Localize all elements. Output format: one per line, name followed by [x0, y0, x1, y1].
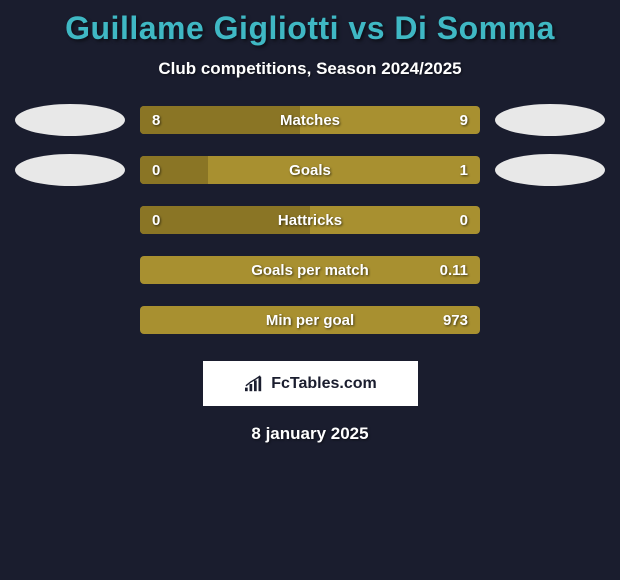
stat-bar-matches: 8 Matches 9 — [140, 106, 480, 134]
stat-bar-hattricks: 0 Hattricks 0 — [140, 206, 480, 234]
stat-row-gpm: Goals per match 0.11 — [0, 254, 620, 286]
stat-bar-gpm: Goals per match 0.11 — [140, 256, 480, 284]
player-right-badge — [495, 104, 605, 136]
stat-right-value: 973 — [443, 312, 468, 329]
player-right-badge — [495, 154, 605, 186]
stat-bar-goals: 0 Goals 1 — [140, 156, 480, 184]
chart-icon — [243, 375, 265, 393]
stat-row-hattricks: 0 Hattricks 0 — [0, 204, 620, 236]
player-left-badge — [15, 104, 125, 136]
stat-label: Hattricks — [278, 212, 342, 229]
stat-label: Goals per match — [251, 262, 369, 279]
stat-label: Matches — [280, 112, 340, 129]
stat-row-goals: 0 Goals 1 — [0, 154, 620, 186]
page-title: Guillame Gigliotti vs Di Somma — [0, 10, 620, 47]
stats-area: 8 Matches 9 0 Goals 1 — [0, 104, 620, 336]
stat-bar-mpg: Min per goal 973 — [140, 306, 480, 334]
bar-text: Min per goal 973 — [140, 306, 480, 334]
player-left-badge — [15, 154, 125, 186]
stat-label: Min per goal — [266, 312, 354, 329]
comparison-container: Guillame Gigliotti vs Di Somma Club comp… — [0, 0, 620, 454]
stat-label: Goals — [289, 162, 331, 179]
bar-text: 8 Matches 9 — [140, 106, 480, 134]
date-text: 8 january 2025 — [0, 424, 620, 444]
brand-box[interactable]: FcTables.com — [203, 361, 418, 406]
stat-left-value: 0 — [152, 162, 160, 179]
stat-left-value: 0 — [152, 212, 160, 229]
page-subtitle: Club competitions, Season 2024/2025 — [0, 59, 620, 79]
stat-right-value: 0 — [460, 212, 468, 229]
stat-row-matches: 8 Matches 9 — [0, 104, 620, 136]
bar-text: 0 Goals 1 — [140, 156, 480, 184]
stat-row-mpg: Min per goal 973 — [0, 304, 620, 336]
stat-right-value: 1 — [460, 162, 468, 179]
bar-text: Goals per match 0.11 — [140, 256, 480, 284]
stat-right-value: 9 — [460, 112, 468, 129]
stat-left-value: 8 — [152, 112, 160, 129]
bar-text: 0 Hattricks 0 — [140, 206, 480, 234]
stat-right-value: 0.11 — [440, 262, 468, 279]
brand-text: FcTables.com — [271, 375, 377, 393]
